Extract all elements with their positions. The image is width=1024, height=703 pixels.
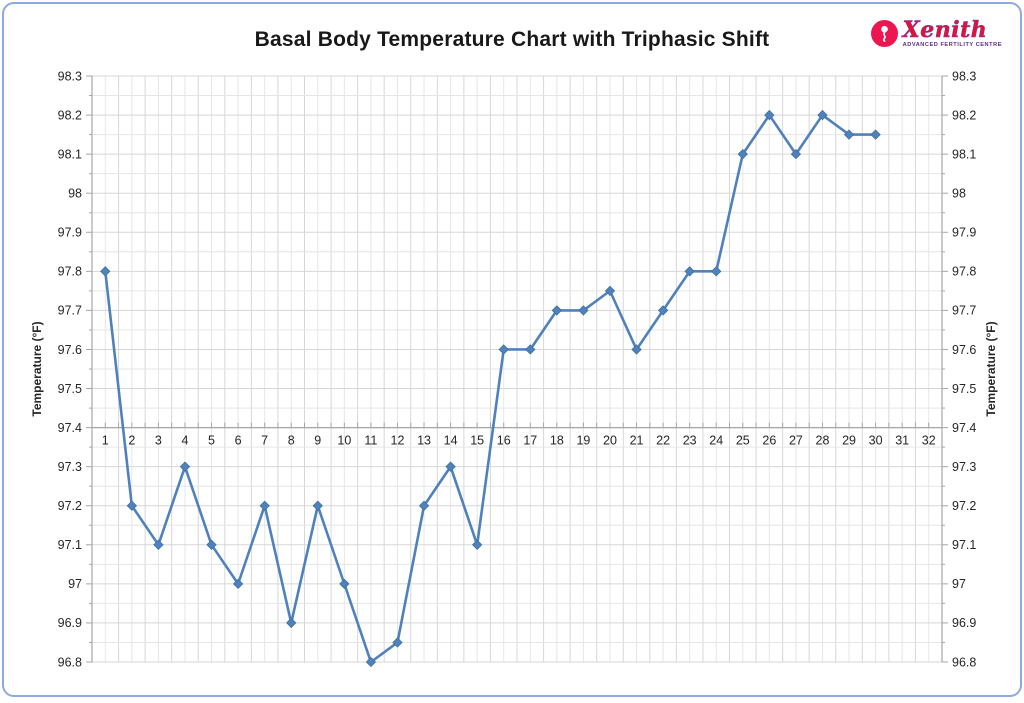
svg-text:97.8: 97.8 [952,265,976,279]
svg-text:96.8: 96.8 [952,655,976,669]
svg-text:98.1: 98.1 [58,147,82,161]
svg-text:97.7: 97.7 [58,304,82,318]
svg-text:96.9: 96.9 [58,616,82,630]
svg-text:5: 5 [208,434,215,448]
svg-text:97.9: 97.9 [58,226,82,240]
xenith-logo: Xenith ADVANCED FERTILITY CENTRE [870,17,1002,49]
svg-text:97.6: 97.6 [952,343,976,357]
svg-text:29: 29 [842,434,856,448]
svg-text:18: 18 [550,434,564,448]
svg-text:24: 24 [709,434,723,448]
svg-text:3: 3 [155,434,162,448]
svg-text:26: 26 [762,434,776,448]
logo-brand: Xenith [902,17,988,43]
svg-text:14: 14 [444,434,458,448]
svg-text:28: 28 [816,434,830,448]
svg-text:20: 20 [603,434,617,448]
svg-text:1: 1 [102,434,109,448]
svg-text:22: 22 [656,434,670,448]
svg-text:17: 17 [523,434,537,448]
svg-text:31: 31 [895,434,909,448]
svg-text:98: 98 [952,187,966,201]
chart-title: Basal Body Temperature Chart with Tripha… [254,28,770,51]
svg-text:2: 2 [128,434,135,448]
svg-text:98.2: 98.2 [58,108,82,122]
svg-text:97.5: 97.5 [952,382,976,396]
svg-text:27: 27 [789,434,803,448]
svg-text:7: 7 [261,434,268,448]
svg-text:97.2: 97.2 [952,499,976,513]
svg-text:97.7: 97.7 [952,304,976,318]
svg-text:97.3: 97.3 [58,460,82,474]
y-axis-title-right: Temperature (°F) [984,321,998,416]
svg-text:98.1: 98.1 [952,147,976,161]
svg-text:96.9: 96.9 [952,616,976,630]
svg-text:13: 13 [417,434,431,448]
svg-text:98.3: 98.3 [952,69,976,83]
logo-tagline: ADVANCED FERTILITY CENTRE [902,42,1002,48]
svg-text:15: 15 [470,434,484,448]
svg-text:12: 12 [391,434,405,448]
svg-text:6: 6 [235,434,242,448]
y-axis-title-left: Temperature (°F) [30,321,44,416]
svg-text:97.4: 97.4 [58,421,82,435]
svg-text:98.3: 98.3 [58,69,82,83]
svg-text:98.2: 98.2 [952,108,976,122]
logo-text: Xenith ADVANCED FERTILITY CENTRE [902,17,1002,49]
svg-text:25: 25 [736,434,750,448]
svg-text:8: 8 [288,434,295,448]
svg-text:32: 32 [922,434,936,448]
svg-text:30: 30 [869,434,883,448]
svg-text:97: 97 [952,577,966,591]
svg-text:23: 23 [683,434,697,448]
sperm-icon [870,20,898,48]
svg-text:97.1: 97.1 [58,538,82,552]
svg-text:21: 21 [630,434,644,448]
drag-handle-dots [503,691,521,694]
svg-text:97.9: 97.9 [952,226,976,240]
svg-text:16: 16 [497,434,511,448]
svg-text:97.1: 97.1 [952,538,976,552]
svg-text:97.5: 97.5 [58,382,82,396]
svg-text:97.8: 97.8 [58,265,82,279]
svg-text:9: 9 [314,434,321,448]
svg-text:97.3: 97.3 [952,460,976,474]
svg-text:4: 4 [181,434,188,448]
svg-text:97.2: 97.2 [58,499,82,513]
svg-text:97: 97 [68,577,82,591]
svg-text:98: 98 [68,187,82,201]
svg-text:96.8: 96.8 [58,655,82,669]
svg-text:19: 19 [576,434,590,448]
svg-text:10: 10 [337,434,351,448]
svg-text:11: 11 [364,434,377,448]
svg-text:97.4: 97.4 [952,421,976,435]
svg-text:97.6: 97.6 [58,343,82,357]
